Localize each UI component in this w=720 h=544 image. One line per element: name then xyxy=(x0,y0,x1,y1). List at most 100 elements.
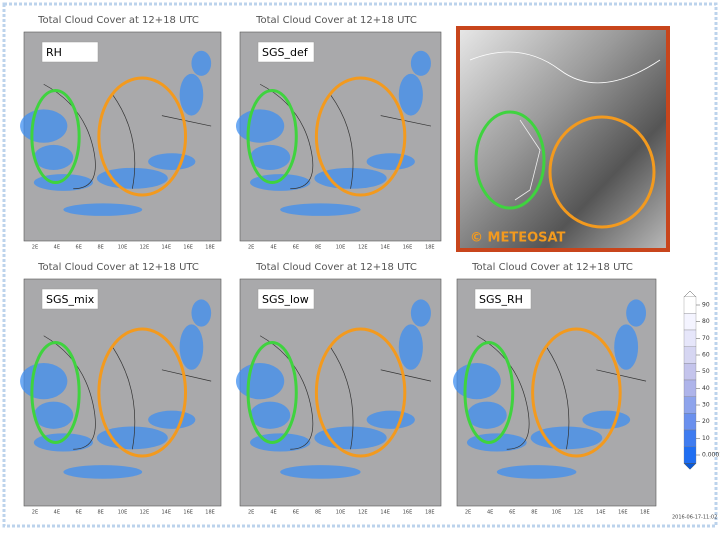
lon-tick-label: 6E xyxy=(509,510,515,516)
panel-title: Total Cloud Cover at 12+18 UTC xyxy=(255,262,417,273)
lon-tick-label: 6E xyxy=(293,510,299,516)
panel-title: Total Cloud Cover at 12+18 UTC xyxy=(255,15,417,26)
lon-tick-label: 16E xyxy=(403,245,413,251)
cloud-patch xyxy=(33,433,93,452)
lon-tick-label: 14E xyxy=(380,510,390,516)
lon-tick-label: 8E xyxy=(97,510,103,516)
colorbar-segment xyxy=(683,329,697,347)
lon-tick-label: 16E xyxy=(183,510,193,516)
cloud-patch xyxy=(410,50,431,76)
map-panel: Total Cloud Cover at 12+18 UTC SGS_mix 2E 4… xyxy=(12,257,225,520)
orange-ellipse xyxy=(548,115,656,229)
satellite-frame xyxy=(456,26,670,252)
panel-title: Total Cloud Cover at 12+18 UTC xyxy=(471,262,633,273)
orange-ellipse xyxy=(314,76,407,197)
colorbar-segment xyxy=(683,446,697,464)
lon-tick-label: 2E xyxy=(465,510,471,516)
coastline xyxy=(476,335,647,450)
lon-tick-label: 2E xyxy=(248,245,254,251)
cloud-patch xyxy=(191,299,212,327)
satellite-coast xyxy=(469,51,661,84)
lon-tick-label: 14E xyxy=(162,245,172,251)
panel-label: RH xyxy=(46,46,62,59)
orange-ellipse xyxy=(531,327,622,458)
panel-label: SGS_def xyxy=(262,46,309,59)
cloud-patch xyxy=(235,109,285,143)
colorbar-tick-label: 20 xyxy=(702,418,710,425)
lon-tick-label: 8E xyxy=(315,245,321,251)
label-box xyxy=(257,288,315,310)
colorbar-segment xyxy=(683,296,697,314)
lon-tick-label: 12E xyxy=(140,245,150,251)
cloud-patch xyxy=(398,324,423,370)
lon-tick-label: 18E xyxy=(425,245,435,251)
lon-tick-label: 2E xyxy=(32,245,38,251)
cloud-patch xyxy=(20,109,68,143)
green-ellipse xyxy=(474,110,546,210)
coastline xyxy=(43,335,212,450)
cloud-patch xyxy=(366,153,415,170)
lon-tick-label: 6E xyxy=(76,510,82,516)
map-panel: Total Cloud Cover at 12+18 UTC SGS_def 2E 4… xyxy=(228,10,445,255)
cloud-patch xyxy=(191,50,212,76)
colorbar-segment xyxy=(683,429,697,447)
cloud-patch xyxy=(250,401,291,429)
label-box xyxy=(257,41,315,63)
lon-tick-label: 4E xyxy=(270,245,276,251)
colorbar-tick-label: 30 xyxy=(702,402,710,409)
lon-tick-label: 12E xyxy=(574,510,584,516)
cloud-patch xyxy=(398,73,423,116)
colorbar-segment xyxy=(683,363,697,381)
cloud-patch xyxy=(148,410,196,429)
cloud-patch xyxy=(453,362,501,400)
panel-title: Total Cloud Cover at 12+18 UTC xyxy=(37,262,199,273)
lon-tick-label: 4E xyxy=(270,510,276,516)
cloud-patch xyxy=(496,465,577,479)
cloud-patch xyxy=(466,401,507,429)
lon-tick-label: 14E xyxy=(380,245,390,251)
satellite-credit: © METEOSAT xyxy=(470,231,566,246)
colorbar-tick-label: 40 xyxy=(702,385,710,392)
panel-label: SGS_low xyxy=(262,293,309,306)
green-ellipse xyxy=(30,341,81,444)
panel-label: SGS_RH xyxy=(479,293,523,306)
cloud-patch xyxy=(250,433,311,452)
colorbar-segment xyxy=(683,346,697,364)
lon-tick-label: 4E xyxy=(487,510,493,516)
cloud-patch xyxy=(63,203,143,216)
lon-tick-label: 2E xyxy=(248,510,254,516)
cloud-patch xyxy=(410,299,431,327)
label-box xyxy=(41,288,99,310)
coastline xyxy=(259,83,432,190)
lon-tick-label: 16E xyxy=(183,245,193,251)
colorbar-tick-label: 70 xyxy=(702,335,710,342)
cloud-patch xyxy=(33,174,93,191)
cloud-patch xyxy=(366,410,415,429)
colorbar-tick-label: 60 xyxy=(702,352,710,359)
cloud-patch xyxy=(33,144,74,170)
colorbar-segment xyxy=(683,313,697,331)
lon-tick-label: 18E xyxy=(640,510,650,516)
lon-tick-label: 12E xyxy=(358,510,368,516)
coastline xyxy=(43,83,212,190)
lon-tick-label: 10E xyxy=(118,510,128,516)
colorbar-tick-label: 10 xyxy=(702,435,710,442)
colorbar-segment xyxy=(683,396,697,414)
map-panel: Total Cloud Cover at 12+18 UTC SGS_low 2E 4… xyxy=(228,257,445,520)
orange-ellipse xyxy=(314,327,407,458)
lon-tick-label: 10E xyxy=(336,245,346,251)
cloud-patch xyxy=(148,153,196,170)
cloud-patch xyxy=(250,144,291,170)
colorbar-tick-label: 0.0001 xyxy=(702,452,720,459)
green-ellipse xyxy=(463,341,515,444)
map-panel: Total Cloud Cover at 12+18 UTC SGS_RH 2E 4E… xyxy=(445,257,660,520)
cloud-patch xyxy=(582,410,631,429)
panel-title: Total Cloud Cover at 12+18 UTC xyxy=(37,15,199,26)
cloud-patch xyxy=(626,299,647,327)
orange-ellipse xyxy=(97,76,188,197)
timestamp: 2016-06-17-11:02 xyxy=(672,515,717,521)
lon-tick-label: 8E xyxy=(315,510,321,516)
lon-tick-label: 12E xyxy=(358,245,368,251)
cloud-patch xyxy=(179,324,204,370)
